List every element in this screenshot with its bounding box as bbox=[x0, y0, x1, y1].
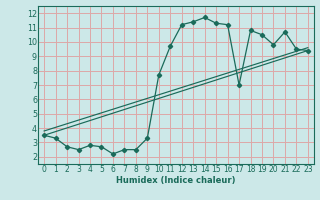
X-axis label: Humidex (Indice chaleur): Humidex (Indice chaleur) bbox=[116, 176, 236, 185]
